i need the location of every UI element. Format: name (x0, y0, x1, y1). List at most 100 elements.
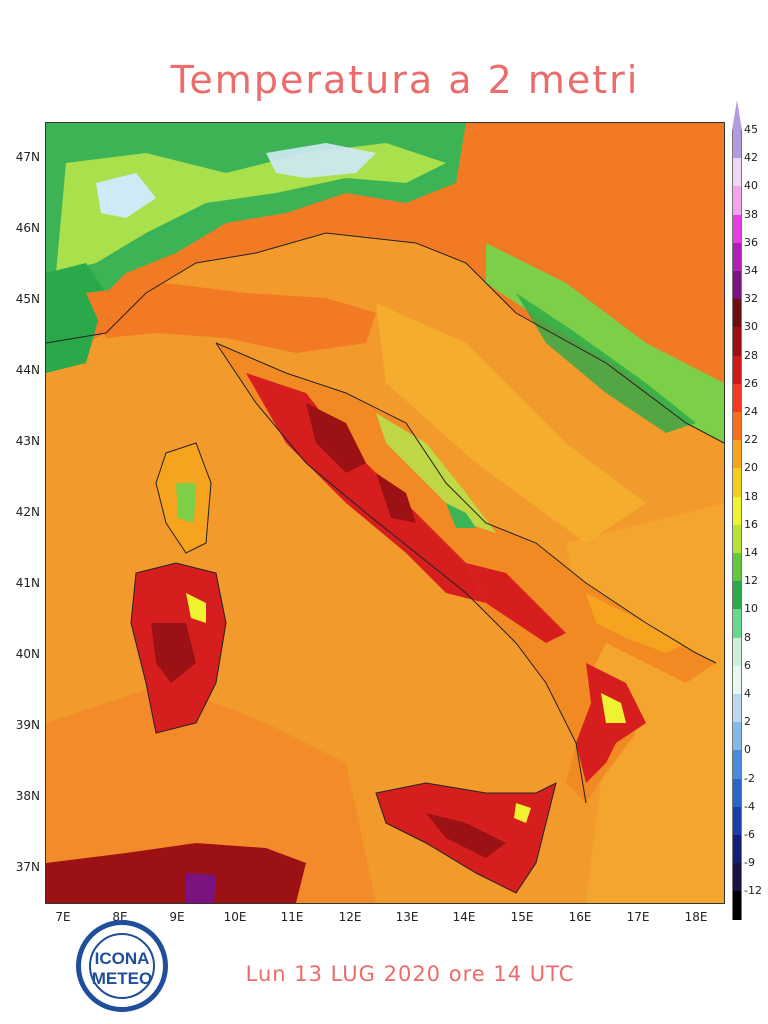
temperature-map (45, 122, 725, 904)
lat-label: 43N (15, 434, 40, 448)
colorbar-segment (732, 665, 742, 694)
colorbar-segment (732, 524, 742, 553)
lon-label: 10E (223, 910, 247, 924)
sardinia-very-hot (151, 623, 196, 683)
colorbar-segment (732, 355, 742, 384)
colorbar-bottom-arrow (732, 919, 742, 936)
adriatic-sea-area (376, 303, 646, 543)
colorbar-segment (732, 806, 742, 835)
apennines-peak (446, 503, 476, 528)
colorbar-tick-label: 20 (744, 461, 758, 475)
colorbar-segment (732, 468, 742, 497)
apulia (586, 593, 686, 653)
colorbar-segment (732, 271, 742, 300)
alps-snow-west (96, 173, 156, 218)
colorbar-segment (732, 383, 742, 412)
lon-label: 14E (452, 910, 476, 924)
colorbar-segment (732, 440, 742, 469)
colorbar-tick-label: 16 (744, 517, 758, 531)
po-valley (86, 283, 376, 353)
colorbar-tick-label: -2 (744, 771, 755, 785)
colorbar-tick-label: 6 (744, 658, 751, 672)
colorbar (732, 100, 742, 936)
forecast-timestamp: Lun 13 LUG 2020 ore 14 UTC (245, 962, 575, 986)
colorbar-tick-label: 10 (744, 602, 758, 616)
logo-ring (89, 933, 155, 999)
north-africa-extreme (186, 873, 216, 903)
colorbar-tick-label: 14 (744, 546, 758, 559)
colorbar-top-arrow (732, 100, 742, 130)
alpine-border (46, 232, 724, 444)
colorbar-tick-label: 26 (744, 376, 758, 390)
sila-cool (601, 693, 626, 723)
colorbar-tick-label: 30 (744, 320, 758, 334)
lon-label: 9E (169, 910, 185, 924)
colorbar-tick-label: 8 (744, 630, 751, 644)
colorbar-tick-label: 18 (744, 489, 758, 503)
colorbar-segment (732, 863, 742, 892)
colorbar-tick-label: -6 (744, 828, 755, 841)
lat-label: 42N (15, 505, 40, 519)
alps-light-green (56, 143, 446, 273)
colorbar-tick-label: 28 (744, 348, 758, 362)
colorbar-segment (732, 722, 742, 751)
lon-label: 13E (395, 910, 419, 924)
colorbar-tick-label: -4 (744, 799, 755, 813)
colorbar-segment (732, 158, 742, 187)
sicily-very-hot (426, 813, 506, 858)
corsica-coastline (155, 442, 212, 554)
colorbar-segment (732, 327, 742, 356)
colorbar-tick-label: 12 (744, 574, 758, 588)
lat-label: 46N (15, 221, 40, 235)
colorbar-segment (732, 778, 742, 807)
logo-text-line1: ICONA (94, 949, 150, 968)
colorbar-tick-label: 4 (744, 687, 751, 700)
colorbar-segment (732, 835, 742, 864)
sardinia-cool (186, 593, 206, 623)
lon-label: 15E (510, 910, 534, 924)
colorbar-segment (732, 299, 742, 328)
adriatic-coastline (215, 342, 717, 664)
etna-cool (514, 803, 531, 823)
colorbar-tick-label: -9 (744, 856, 755, 870)
colorbar-segment (732, 609, 742, 638)
colorbar-segment (732, 412, 742, 441)
logo-text-line2: METEO (91, 969, 153, 988)
map-title: Temperatura a 2 metri (170, 58, 640, 102)
colorbar-tick-label: 32 (744, 292, 758, 306)
lat-label: 40N (15, 647, 40, 661)
colorbar-tick-label: 0 (744, 743, 751, 757)
corsica-mountains (176, 483, 196, 523)
sardinia-coastline (130, 562, 227, 734)
tyrrhenian-coastline (215, 342, 587, 804)
colorbar-segment (732, 186, 742, 215)
tyrrhenian-hot-belt (246, 373, 486, 603)
colorbar-segment (732, 581, 742, 610)
colorbar-tick-label: 40 (744, 179, 758, 193)
colorbar-tick-label: 2 (744, 715, 751, 729)
lon-label: 7E (55, 910, 71, 924)
colorbar-segment (732, 750, 742, 779)
iconameteo-logo: ICONA METEO (76, 920, 168, 1012)
colorbar-tick-label: 38 (744, 207, 758, 221)
lat-label: 41N (15, 576, 40, 590)
sea-warm-area-south (46, 683, 376, 903)
colorbar-tick-label: 42 (744, 151, 758, 165)
map-canvas (46, 123, 724, 903)
colorbar-tick-label: 24 (744, 405, 758, 418)
colorbar-tick-label: 36 (744, 235, 758, 249)
tuscany-very-hot (306, 403, 366, 473)
colorbar-tick-label: 22 (744, 433, 758, 447)
lat-label: 37N (15, 860, 40, 874)
colorbar-segment (732, 214, 742, 243)
lon-label: 18E (684, 910, 708, 924)
colorbar-segment (732, 496, 742, 525)
colorbar-segment (732, 637, 742, 666)
colorbar-segment (732, 891, 742, 920)
lat-label: 44N (15, 363, 40, 377)
colorbar-tick-label: 34 (744, 264, 758, 277)
lat-label: 45N (15, 292, 40, 306)
colorbar-segment (732, 242, 742, 271)
lat-label: 39N (15, 718, 40, 732)
alps-snow-central (266, 143, 376, 178)
